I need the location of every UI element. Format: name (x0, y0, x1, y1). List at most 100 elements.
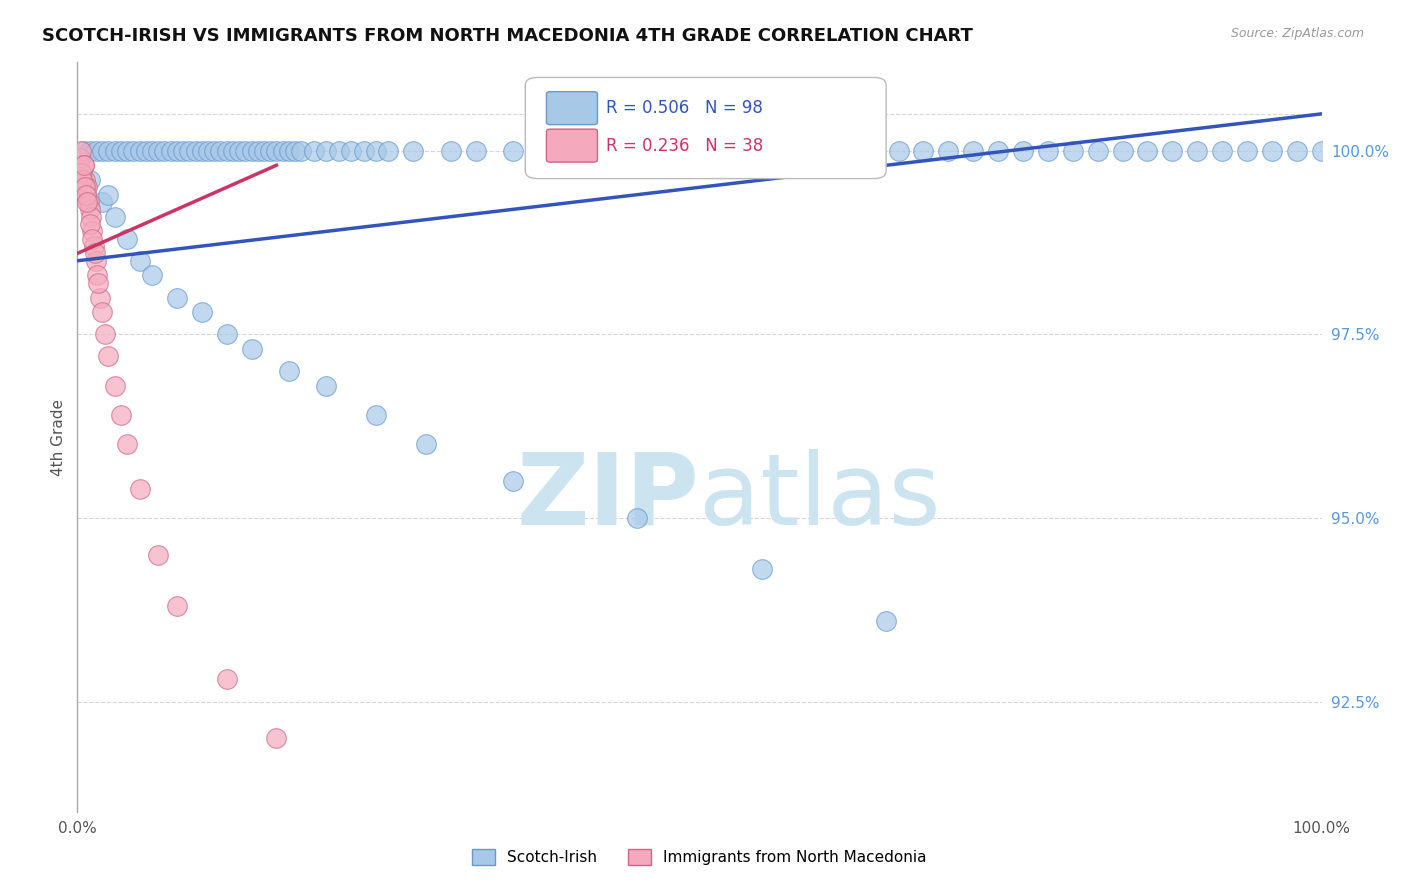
Point (638, 144, 661, 158)
Point (364, 144, 387, 158)
Point (166, 599, 188, 613)
Point (72, 166, 94, 180)
Point (277, 364, 299, 378)
Point (70, 166, 93, 180)
Point (464, 144, 486, 158)
Point (1111, 144, 1133, 158)
Point (97, 144, 120, 158)
Point (415, 437, 437, 451)
Point (79, 173, 101, 187)
Point (115, 144, 138, 158)
Point (228, 144, 250, 158)
Point (402, 144, 425, 158)
Point (197, 144, 219, 158)
Point (813, 144, 835, 158)
Point (77, 194, 100, 209)
Point (240, 144, 263, 158)
Point (73, 180, 96, 194)
Point (104, 210, 127, 224)
Point (340, 144, 363, 158)
Point (875, 614, 897, 628)
Point (72, 158, 94, 172)
Point (73, 173, 96, 187)
Point (266, 144, 288, 158)
Point (191, 144, 214, 158)
Point (91, 194, 114, 209)
Point (526, 144, 548, 158)
Point (179, 144, 201, 158)
Point (215, 144, 238, 158)
Point (613, 144, 636, 158)
Point (215, 673, 238, 687)
Point (83, 239, 105, 253)
Point (166, 144, 188, 158)
Point (664, 144, 686, 158)
Point (315, 144, 337, 158)
Point (713, 144, 735, 158)
Point (79, 202, 101, 217)
Point (122, 144, 145, 158)
Point (148, 144, 170, 158)
Point (1310, 144, 1333, 158)
Point (67, 158, 90, 172)
Point (91, 305, 114, 319)
Point (89, 291, 111, 305)
Point (128, 482, 150, 496)
Point (246, 144, 269, 158)
Point (364, 408, 387, 422)
Point (72, 144, 94, 158)
Point (738, 144, 761, 158)
Point (128, 253, 150, 268)
Point (266, 731, 288, 746)
FancyBboxPatch shape (547, 92, 598, 125)
Point (763, 144, 786, 158)
Point (84, 144, 107, 158)
Point (938, 144, 960, 158)
Point (315, 378, 337, 392)
Point (751, 562, 773, 576)
Point (83, 246, 105, 260)
Point (93, 327, 115, 342)
Point (209, 144, 232, 158)
Point (191, 305, 214, 319)
FancyBboxPatch shape (526, 78, 886, 178)
Point (290, 144, 312, 158)
Point (987, 144, 1010, 158)
Point (141, 268, 163, 283)
Point (84, 253, 107, 268)
Point (115, 437, 138, 451)
Point (97, 187, 120, 202)
Point (1187, 144, 1209, 158)
Point (1236, 144, 1258, 158)
Point (626, 511, 648, 525)
Point (80, 210, 103, 224)
Point (838, 144, 860, 158)
Point (79, 144, 101, 158)
Point (166, 291, 188, 305)
Point (887, 144, 910, 158)
Point (97, 349, 120, 363)
Point (1136, 144, 1159, 158)
Point (79, 217, 101, 231)
Point (148, 548, 170, 562)
Text: SCOTCH-IRISH VS IMMIGRANTS FROM NORTH MACEDONIA 4TH GRADE CORRELATION CHART: SCOTCH-IRISH VS IMMIGRANTS FROM NORTH MA… (42, 27, 973, 45)
Point (202, 144, 225, 158)
Point (159, 144, 181, 158)
Point (787, 144, 810, 158)
Point (353, 144, 375, 158)
Point (328, 144, 350, 158)
Point (912, 144, 935, 158)
Y-axis label: 4th Grade: 4th Grade (51, 399, 66, 475)
Text: ZIP: ZIP (516, 449, 700, 546)
Point (240, 342, 263, 356)
Point (87, 276, 110, 290)
Point (439, 144, 461, 158)
Point (962, 144, 984, 158)
Point (689, 144, 711, 158)
Point (184, 144, 207, 158)
Point (115, 232, 138, 246)
Point (135, 144, 157, 158)
FancyBboxPatch shape (547, 129, 598, 162)
Point (1261, 144, 1284, 158)
Point (271, 144, 294, 158)
